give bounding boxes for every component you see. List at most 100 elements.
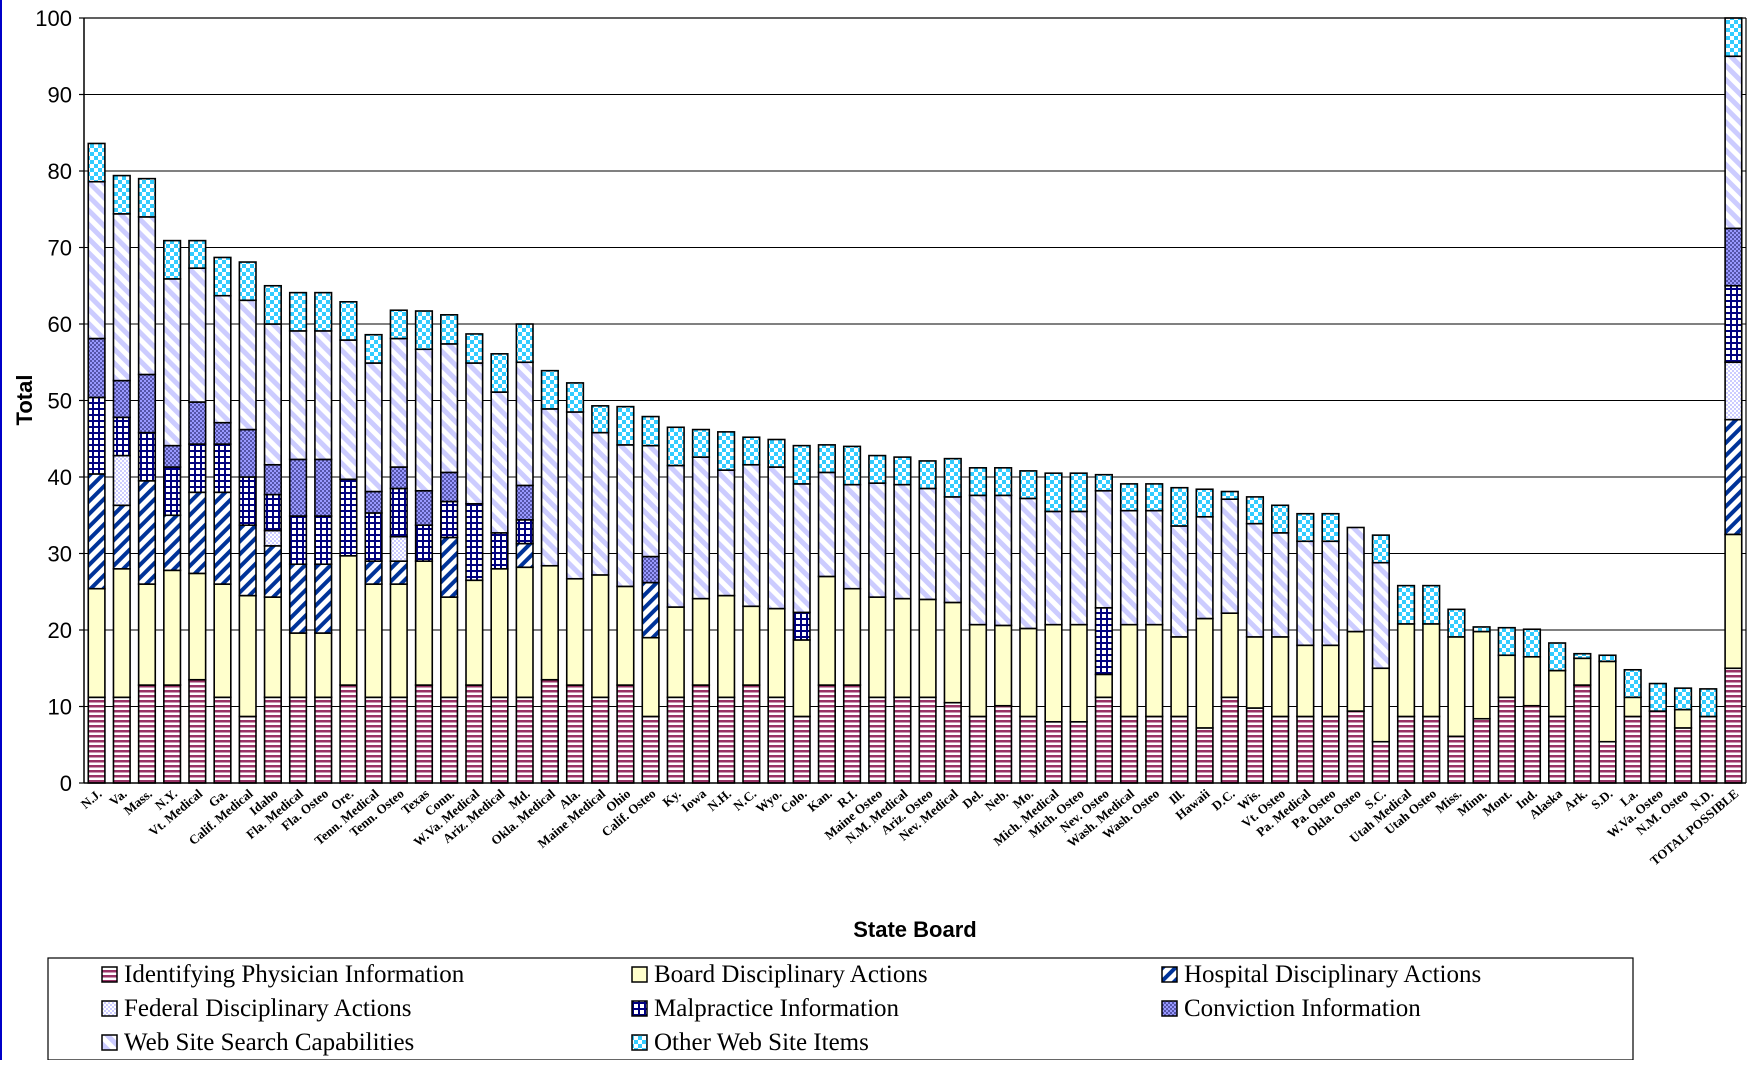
bar-segment — [440, 471, 459, 503]
bar-segment — [717, 431, 736, 471]
bar-segment — [792, 483, 811, 614]
bar-segment — [490, 567, 509, 699]
bar-group — [188, 239, 207, 784]
bar-segment — [767, 466, 786, 610]
bar-segment — [188, 401, 207, 445]
bar-segment — [968, 623, 988, 718]
bar-segment — [87, 696, 106, 784]
bar-segment — [792, 611, 811, 641]
bar-segment — [565, 577, 585, 686]
bar-group — [163, 239, 182, 784]
bar-segment — [540, 678, 559, 784]
bar-segment — [515, 696, 534, 784]
bar-segment — [364, 490, 383, 514]
bar-group — [666, 426, 685, 784]
bar-segment — [137, 431, 157, 482]
x-tick-label: Mont. — [1479, 786, 1514, 819]
bar-segment — [717, 469, 736, 597]
bar-segment — [1573, 657, 1592, 686]
bar-segment — [994, 494, 1013, 627]
bar-segment — [767, 438, 786, 468]
bar-segment — [339, 554, 358, 686]
bar-segment — [238, 715, 257, 784]
legend-box — [47, 957, 1634, 1061]
bar-segment — [1346, 630, 1365, 712]
bar-segment — [616, 684, 635, 784]
bar-segment — [1648, 710, 1667, 784]
bar-segment — [163, 466, 182, 517]
bar-segment — [314, 330, 333, 461]
bar-segment — [314, 515, 333, 566]
x-tick-label: Mass. — [121, 786, 155, 818]
bars — [87, 17, 1743, 784]
bar-segment — [87, 142, 106, 183]
bar-segment — [868, 482, 887, 598]
bar-segment — [918, 598, 937, 699]
bar-segment — [288, 563, 308, 634]
bar-segment — [389, 560, 408, 585]
bar-segment — [1447, 636, 1466, 738]
bar-group — [1094, 473, 1113, 784]
bar-segment — [1296, 644, 1315, 718]
bar-segment — [1321, 644, 1340, 718]
bar-group — [1019, 470, 1038, 784]
bar-segment — [112, 696, 131, 784]
bar-segment — [1497, 654, 1516, 699]
bar-segment — [1699, 715, 1718, 784]
bar-segment — [1422, 584, 1441, 625]
y-axis-label: Total — [12, 375, 37, 426]
bar-segment — [414, 524, 434, 562]
legend-label: Hospital Disciplinary Actions — [1184, 961, 1481, 988]
legend: Identifying Physician Information Board D… — [47, 957, 1634, 1061]
bar-segment — [112, 379, 131, 419]
bar-segment — [792, 639, 811, 718]
bar-group — [817, 444, 836, 784]
bar-segment — [767, 607, 786, 699]
bar-segment — [490, 353, 509, 393]
bar-segment — [288, 330, 308, 461]
bar-segment — [1371, 534, 1390, 564]
bar-segment — [440, 343, 459, 474]
bar-segment — [1598, 654, 1617, 663]
bar-segment — [389, 466, 408, 490]
y-tick-label: 70 — [48, 236, 72, 261]
bar-segment — [1220, 612, 1239, 699]
bar-segment — [1271, 532, 1290, 638]
bar-segment — [87, 180, 106, 340]
bar-segment — [263, 284, 282, 325]
bar-segment — [1321, 715, 1340, 784]
bar-segment — [263, 463, 282, 496]
bar-segment — [994, 467, 1013, 497]
y-tick-labels: 0 10 20 30 40 50 60 70 80 90 100 — [35, 6, 84, 796]
bar-segment — [112, 213, 131, 382]
bar-segment — [213, 491, 232, 585]
bar-segment — [968, 715, 988, 784]
legend-swatch — [1161, 966, 1178, 983]
bar-segment — [263, 596, 282, 699]
bar-segment — [414, 489, 434, 526]
bar-segment — [742, 684, 761, 784]
x-tick-label: D.C. — [1209, 786, 1238, 814]
bar-segment — [263, 545, 282, 598]
bar-group — [1522, 628, 1542, 784]
bar-segment — [288, 458, 308, 517]
bar-segment — [1548, 715, 1567, 784]
bar-segment — [1094, 673, 1113, 699]
bar-segment — [263, 529, 282, 547]
bar-group — [616, 405, 635, 784]
bar-group — [465, 333, 484, 784]
bar-segment — [1220, 498, 1239, 614]
bar-segment — [641, 444, 660, 558]
legend-label: Malpractice Information — [654, 995, 900, 1022]
bar-group — [1145, 483, 1164, 784]
bar-segment — [591, 574, 610, 699]
bar-segment — [314, 563, 333, 634]
bar-segment — [1673, 727, 1693, 784]
bar-group — [1396, 584, 1416, 784]
bar-group — [1673, 687, 1693, 784]
bar-segment — [1195, 617, 1214, 729]
legend-swatch — [1161, 1000, 1178, 1017]
bar-segment — [263, 493, 282, 532]
bar-group — [1245, 496, 1265, 784]
